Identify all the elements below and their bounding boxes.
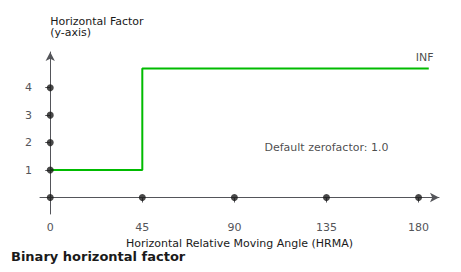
svg-text:Binary horizontal factor: Binary horizontal factor [11, 249, 186, 264]
svg-text:Default zerofactor: 1.0: Default zerofactor: 1.0 [264, 141, 388, 154]
svg-text:135: 135 [316, 221, 337, 234]
svg-text:0: 0 [47, 221, 54, 234]
svg-text:3: 3 [25, 109, 32, 122]
svg-text:INF: INF [416, 51, 434, 64]
svg-text:4: 4 [25, 81, 32, 94]
svg-text:90: 90 [227, 221, 241, 234]
svg-text:Horizontal Factor: Horizontal Factor [50, 15, 144, 28]
svg-text:2: 2 [25, 136, 32, 149]
svg-text:(y-axis): (y-axis) [50, 26, 91, 39]
svg-text:45: 45 [135, 221, 149, 234]
svg-text:180: 180 [408, 221, 429, 234]
svg-text:Horizontal Relative Moving Ang: Horizontal Relative Moving Angle (HRMA) [126, 237, 353, 250]
svg-text:1: 1 [25, 164, 32, 177]
